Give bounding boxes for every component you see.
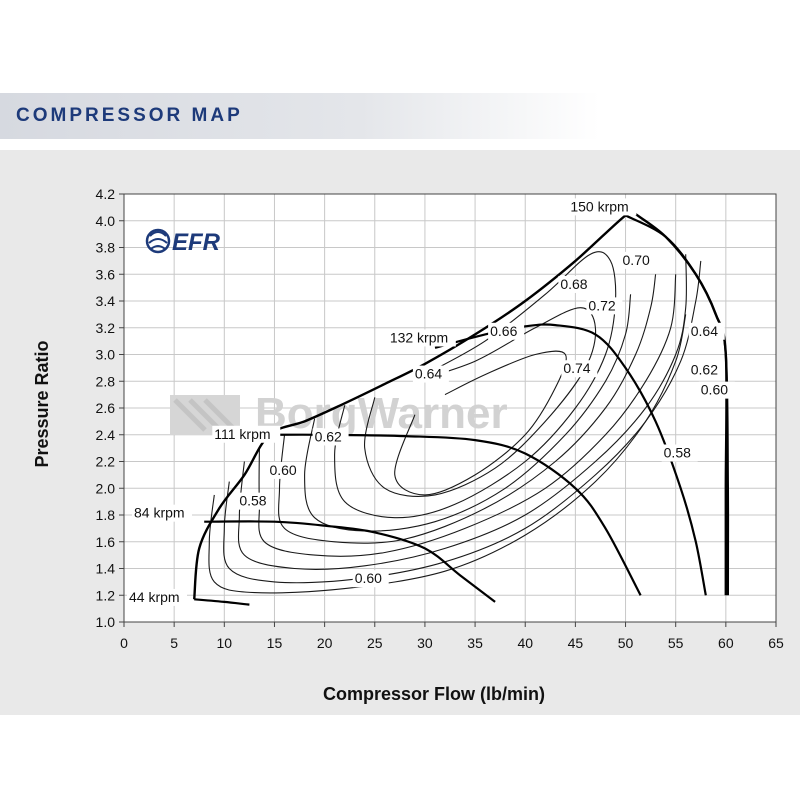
annotation-bg: [412, 365, 449, 383]
efficiency-label: 0.58: [239, 493, 266, 509]
annotations: 150 krpm 132 krpm 111 krpm 84 krpm 44 krpm 0.…: [127, 198, 735, 606]
efr-logo: EFR: [145, 228, 221, 256]
x-tick-label: 40: [517, 635, 533, 651]
speed-label: 84 krpm: [134, 505, 185, 521]
watermark: BorgWarner: [170, 389, 508, 438]
logo-text: EFR: [172, 229, 221, 256]
efficiency-label: 0.66: [490, 323, 517, 339]
watermark-text: BorgWarner: [255, 389, 508, 438]
annotation-bg: [661, 444, 698, 462]
x-tick-label: 10: [217, 635, 233, 651]
efficiency-line-0.66: [278, 274, 657, 544]
efficiency-label: 0.58: [664, 444, 691, 460]
efficiency-label: 0.74: [563, 360, 590, 376]
swirl-icon: [145, 228, 171, 254]
annotation-bg: [212, 425, 281, 443]
efficiency-line-0.64: [258, 274, 677, 557]
annotation-bg: [237, 492, 274, 510]
x-tick-label: 20: [317, 635, 333, 651]
efficiency-label: 0.60: [269, 462, 296, 478]
speed-label: 150 krpm: [570, 198, 628, 214]
y-tick-label: 2.4: [96, 427, 116, 443]
efficiency-islands: [208, 251, 702, 594]
annotation-bg: [688, 322, 725, 340]
y-tick-label: 1.0: [96, 614, 116, 630]
x-tick-label: 35: [467, 635, 483, 651]
y-tick-label: 3.0: [96, 347, 116, 363]
efficiency-line-0.60: [223, 260, 702, 584]
efficiency-line-0.72: [364, 307, 597, 497]
speed-label: 111 krpm: [214, 426, 270, 442]
annotation-bg: [312, 428, 349, 446]
grid: [123, 193, 777, 623]
y-tick-label: 2.0: [96, 480, 116, 496]
annotation-bg: [620, 251, 657, 269]
x-tick-label: 55: [668, 635, 684, 651]
annotation-bg: [561, 360, 598, 378]
y-tick-label: 1.6: [96, 534, 116, 550]
efficiency-label: 0.60: [355, 570, 382, 586]
annotation-bg: [267, 461, 304, 479]
efficiency-label: 0.70: [623, 252, 650, 268]
efficiency-label: 0.64: [415, 366, 442, 382]
efficiency-line-0.70: [334, 251, 617, 519]
speed-label: 132 krpm: [390, 329, 448, 345]
annotation-bg: [127, 588, 188, 606]
x-tick-label: 25: [367, 635, 383, 651]
y-tick-label: 3.4: [96, 293, 116, 309]
y-tick-label: 4.0: [96, 213, 116, 229]
efficiency-label: 0.62: [691, 362, 718, 378]
annotation-bg: [387, 329, 456, 347]
efficiency-label: 0.72: [588, 297, 615, 313]
x-axis-label: Compressor Flow (lb/min): [323, 684, 545, 704]
annotation-bg: [688, 361, 725, 379]
annotation-bg: [698, 381, 735, 399]
efficiency-line-0.62: [237, 254, 687, 570]
efficiency-line-0.68: [304, 294, 632, 532]
annotation-bg: [568, 198, 637, 216]
x-tick-label: 50: [618, 635, 634, 651]
y-tick-label: 2.8: [96, 373, 116, 389]
axes: 0 5 10 15 20 25 30 35 40 45 50 55 60 65 1.0 1.2 1.4 1.6 1.…: [32, 186, 784, 704]
annotation-bg: [586, 297, 623, 315]
x-tick-label: 5: [170, 635, 178, 651]
annotation-bg: [558, 275, 595, 293]
speed-line-84-krpm: [204, 520, 496, 603]
y-tick-label: 1.8: [96, 507, 116, 523]
x-tick-label: 0: [120, 635, 128, 651]
surge-line: [193, 210, 637, 600]
y-tick-label: 1.2: [96, 587, 116, 603]
efficiency-label: 0.60: [701, 382, 728, 398]
y-tick-label: 2.6: [96, 400, 116, 416]
x-tick-label: 45: [568, 635, 584, 651]
annotation-bg: [488, 322, 525, 340]
header-bar: COMPRESSOR MAP: [0, 93, 800, 139]
y-tick-label: 2.2: [96, 454, 116, 470]
y-tick-label: 1.4: [96, 561, 116, 577]
x-tick-label: 60: [718, 635, 734, 651]
y-tick-label: 3.2: [96, 320, 116, 336]
y-axis-label: Pressure Ratio: [32, 340, 52, 467]
efficiency-label: 0.64: [691, 323, 718, 339]
page-title: COMPRESSOR MAP: [16, 105, 243, 126]
efficiency-line-0.58: [208, 314, 687, 594]
speed-label: 44 krpm: [129, 589, 180, 605]
annotation-bg: [352, 570, 389, 588]
efficiency-line-0.74: [394, 350, 567, 496]
y-tick-label: 4.2: [96, 186, 116, 202]
efficiency-label: 0.68: [560, 276, 587, 292]
annotation-bg: [132, 504, 193, 522]
y-tick-label: 3.6: [96, 266, 116, 282]
x-tick-label: 15: [267, 635, 283, 651]
speed-line-44-krpm: [194, 598, 250, 606]
y-tick-label: 3.8: [96, 240, 116, 256]
efficiency-label: 0.62: [315, 428, 342, 444]
x-tick-label: 65: [768, 635, 784, 651]
x-tick-label: 30: [417, 635, 433, 651]
